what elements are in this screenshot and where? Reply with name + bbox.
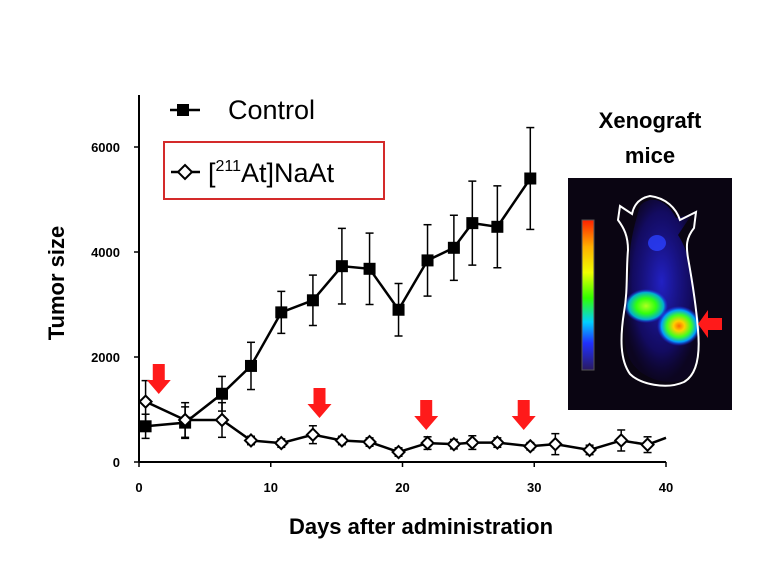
y-axis-label: Tumor size [44, 226, 69, 341]
data-point [582, 442, 597, 458]
data-point [306, 294, 319, 307]
legend-nat-label: [211At]NaAt [208, 158, 335, 188]
color-scale-bar [581, 219, 595, 371]
legend-nat-label-compound: At]NaAt [241, 158, 335, 188]
data-point [446, 436, 462, 452]
dose-arrow [307, 388, 332, 418]
data-point [275, 306, 288, 319]
data-point [391, 444, 406, 460]
data-point [244, 359, 257, 372]
tumor-signal-secondary [624, 289, 668, 323]
legend-control-marker [177, 104, 189, 116]
data-point [177, 412, 193, 428]
x-tick-label: 10 [264, 480, 278, 495]
data-point [392, 303, 405, 316]
data-point [489, 435, 505, 450]
legend-nat-label-isotope: 211 [216, 158, 242, 175]
xenograft-inset: Xenograft mice [568, 108, 732, 410]
data-point [421, 254, 434, 267]
data-point [464, 435, 480, 450]
mouse-outline [616, 194, 700, 387]
ticks: 0 10 20 30 40 0 2000 4000 6000 [91, 140, 673, 495]
series-nat [138, 379, 667, 460]
inset-tumor-arrow [698, 310, 722, 338]
data-point [491, 220, 504, 233]
x-tick-label: 40 [659, 480, 673, 495]
data-point [640, 437, 655, 453]
data-point [335, 260, 348, 273]
data-point [524, 172, 537, 185]
dose-arrow [146, 364, 171, 394]
legend-nat-label-prefix: [ [208, 158, 216, 188]
legend-control-label: Control [228, 95, 315, 125]
inset-title-line1: Xenograft [599, 108, 702, 133]
data-point [243, 433, 259, 448]
data-point [216, 387, 229, 400]
series-control [139, 126, 537, 440]
legend-highlight-box [163, 141, 385, 200]
legend-item-nat: [211At]NaAt [171, 158, 335, 188]
data-point [273, 435, 289, 451]
dose-arrows [146, 364, 536, 430]
data-point [305, 427, 321, 443]
data-point [138, 394, 154, 410]
dose-arrow [414, 400, 439, 430]
data-point [420, 435, 435, 451]
x-tick-label: 30 [527, 480, 541, 495]
dose-arrow [511, 400, 536, 430]
data-point [363, 262, 376, 275]
data-point [362, 434, 377, 450]
data-point [214, 412, 230, 428]
data-point [466, 217, 479, 230]
y-tick-label: 4000 [91, 245, 120, 260]
tumor-signal-main [657, 306, 701, 346]
data-point [447, 241, 460, 254]
legend: Control [211At]NaAt [163, 95, 385, 200]
data-point [613, 433, 629, 448]
data-point [522, 438, 538, 454]
legend-item-control: Control [170, 95, 315, 125]
y-tick-label: 6000 [91, 140, 120, 155]
y-tick-label: 2000 [91, 350, 120, 365]
thyroid-signal [648, 235, 666, 251]
data-point [547, 436, 563, 452]
inset-title-line2: mice [625, 143, 675, 168]
x-tick-label: 0 [135, 480, 142, 495]
y-tick-label: 0 [113, 455, 120, 470]
data-point [334, 433, 350, 448]
x-axis-label: Days after administration [289, 514, 553, 539]
x-tick-label: 20 [395, 480, 409, 495]
legend-nat-marker [176, 163, 194, 181]
series-layer [138, 126, 667, 460]
